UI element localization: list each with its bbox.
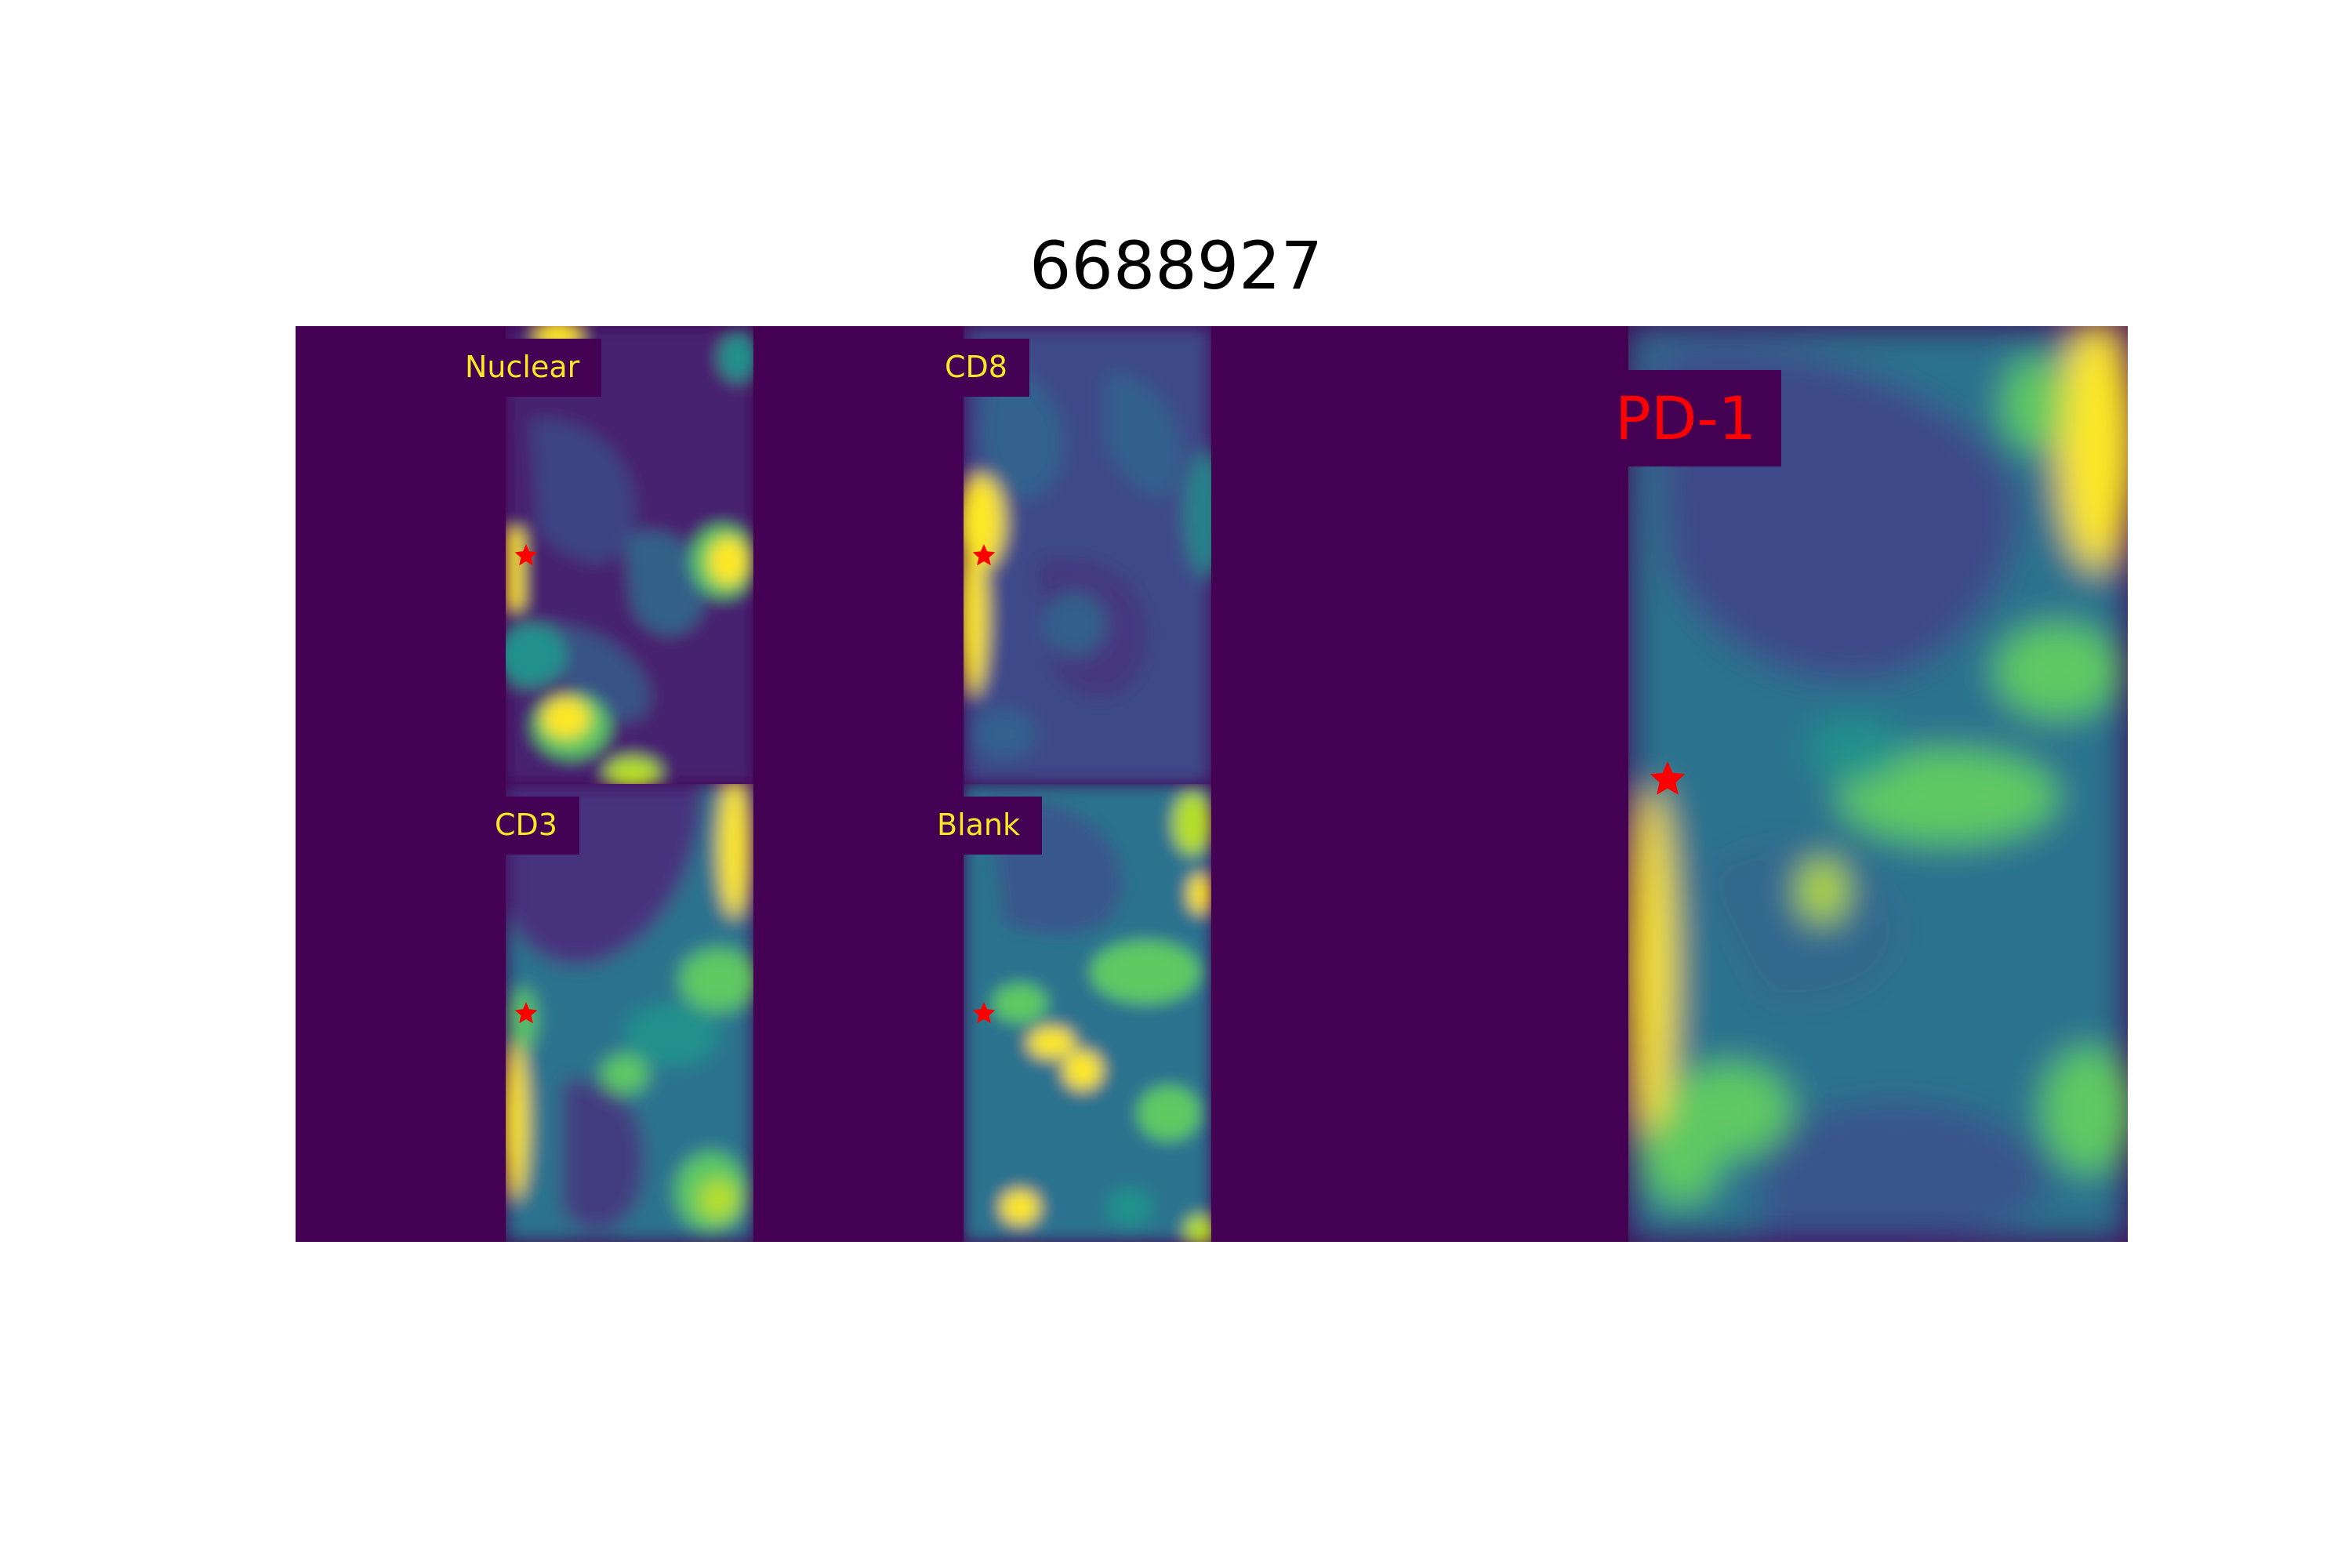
panel-label-cd8: CD8 (923, 339, 1029, 397)
pd1-image (1211, 326, 2128, 1242)
nuclear-image (296, 326, 753, 784)
red-star-icon (972, 1002, 996, 1024)
panel-label-nuclear: Nuclear (443, 339, 602, 397)
red-star-icon (972, 544, 996, 566)
panel-cd3: CD3 (296, 784, 753, 1242)
cd3-image (296, 784, 753, 1242)
red-star-icon (514, 1002, 538, 1024)
panel-blank: Blank (753, 784, 1211, 1242)
panel-nuclear: Nuclear (296, 326, 753, 784)
panel-label-blank: Blank (915, 797, 1043, 855)
panel-pd1: PD-1 (1211, 326, 2128, 1242)
red-star-icon (514, 544, 538, 566)
image-mosaic: Nuclear CD8 (296, 326, 2128, 1242)
figure-title: 6688927 (1029, 227, 1323, 304)
panel-cd8: CD8 (753, 326, 1211, 784)
panel-label-cd3: CD3 (473, 797, 579, 855)
panel-label-pd1: PD-1 (1590, 370, 1782, 467)
red-star-icon (1650, 761, 1686, 795)
blank-image (753, 784, 1211, 1242)
cd8-image (753, 326, 1211, 784)
